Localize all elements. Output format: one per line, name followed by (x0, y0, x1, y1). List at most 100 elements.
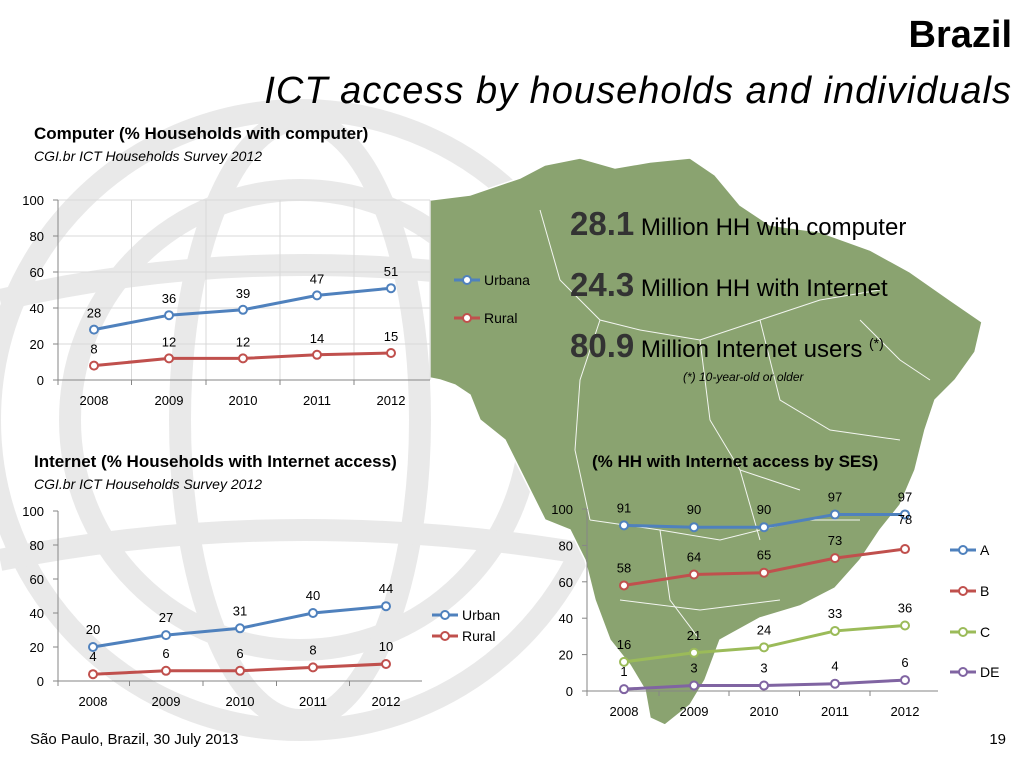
y-tick-label: 80 (30, 229, 44, 244)
x-tick-label: 2008 (80, 393, 109, 408)
data-label: 91 (617, 500, 631, 515)
data-point (235, 665, 245, 676)
brazil-map (429, 157, 983, 726)
data-label: 97 (828, 489, 842, 504)
data-point (900, 675, 910, 686)
data-label: 14 (310, 331, 324, 346)
data-label: 8 (90, 342, 97, 357)
x-tick-label: 2008 (610, 704, 639, 719)
data-point (759, 642, 769, 653)
x-tick-label: 2012 (377, 393, 406, 408)
data-label: 44 (379, 581, 393, 596)
data-label: 12 (236, 334, 250, 349)
data-label: 21 (687, 628, 701, 643)
stat-value: 80.9 (570, 327, 635, 364)
y-tick-label: 40 (30, 606, 44, 621)
y-tick-label: 20 (559, 648, 573, 663)
data-label: 58 (617, 560, 631, 575)
data-label: 1 (620, 664, 627, 679)
legend-swatch-marker (958, 545, 968, 555)
data-point (830, 553, 840, 564)
x-tick-label: 2012 (891, 704, 920, 719)
data-label: 16 (617, 637, 631, 652)
x-tick-label: 2008 (79, 694, 108, 709)
data-label: 64 (687, 550, 701, 565)
data-point (88, 642, 98, 652)
data-label: 36 (898, 600, 912, 615)
computer-chart-title: Computer (% Households with computer) (34, 124, 369, 143)
y-tick-label: 100 (22, 193, 44, 208)
x-tick-label: 2009 (152, 694, 181, 709)
data-point (900, 544, 910, 555)
x-tick-label: 2011 (299, 694, 327, 709)
data-point (759, 680, 769, 691)
x-tick-label: 2010 (229, 393, 258, 408)
computer-chart-source: CGI.br ICT Households Survey 2012 (34, 148, 262, 164)
data-label: 40 (306, 588, 320, 603)
x-tick-label: 2009 (155, 393, 184, 408)
y-tick-label: 0 (566, 684, 573, 699)
data-point (759, 567, 769, 578)
data-point (619, 684, 629, 695)
data-label: 4 (831, 659, 838, 674)
slide-title: Brazil (908, 14, 1012, 56)
data-label: 4 (89, 649, 96, 664)
slide-subtitle: ICT access by households and individuals (264, 70, 1012, 112)
data-label: 51 (384, 264, 398, 279)
data-point (830, 509, 840, 520)
data-point (689, 647, 699, 658)
data-label: 90 (687, 502, 701, 517)
legend-label: Rural (484, 310, 517, 326)
y-tick-label: 100 (551, 502, 573, 517)
data-label: 36 (162, 291, 176, 306)
stat-label: Million HH with Internet (640, 275, 888, 302)
data-point (312, 290, 322, 301)
data-point (235, 623, 245, 634)
x-tick-label: 2010 (750, 704, 779, 719)
y-tick-label: 80 (30, 538, 44, 553)
y-tick-label: 20 (30, 337, 44, 352)
data-point (161, 630, 171, 641)
data-label: 90 (757, 502, 771, 517)
ses-chart-title: (% HH with Internet access by SES) (592, 452, 879, 471)
stat-note: (*) (869, 335, 884, 351)
data-point (308, 662, 318, 673)
data-point (900, 620, 910, 631)
data-point (689, 522, 699, 533)
data-point (308, 608, 318, 618)
data-label: 39 (236, 286, 250, 301)
x-tick-label: 2011 (821, 704, 849, 719)
data-label: 28 (87, 306, 101, 321)
data-point (381, 601, 391, 612)
data-point (89, 324, 99, 335)
data-point (689, 680, 699, 691)
legend-label: C (980, 624, 990, 640)
data-label: 20 (86, 622, 100, 637)
x-tick-label: 2009 (680, 704, 709, 719)
data-point (312, 349, 322, 360)
stat-label: Million HH with computer (640, 214, 907, 241)
data-label: 8 (309, 642, 316, 657)
data-label: 15 (384, 329, 398, 344)
page-number: 19 (989, 731, 1006, 748)
y-tick-label: 60 (30, 572, 44, 587)
data-point (689, 569, 699, 580)
data-point (238, 304, 248, 315)
stat-value: 28.1 (570, 205, 635, 242)
data-point (830, 625, 840, 636)
data-point (164, 310, 174, 321)
data-label: 73 (828, 533, 842, 548)
legend-label: B (980, 583, 989, 599)
data-point (238, 353, 248, 364)
x-tick-label: 2011 (303, 393, 331, 408)
y-tick-label: 40 (559, 611, 573, 626)
legend-swatch-marker (958, 667, 968, 677)
data-label: 47 (310, 271, 324, 286)
legend-swatch-marker (462, 275, 472, 285)
y-tick-label: 100 (22, 504, 44, 519)
data-label: 97 (898, 489, 912, 504)
